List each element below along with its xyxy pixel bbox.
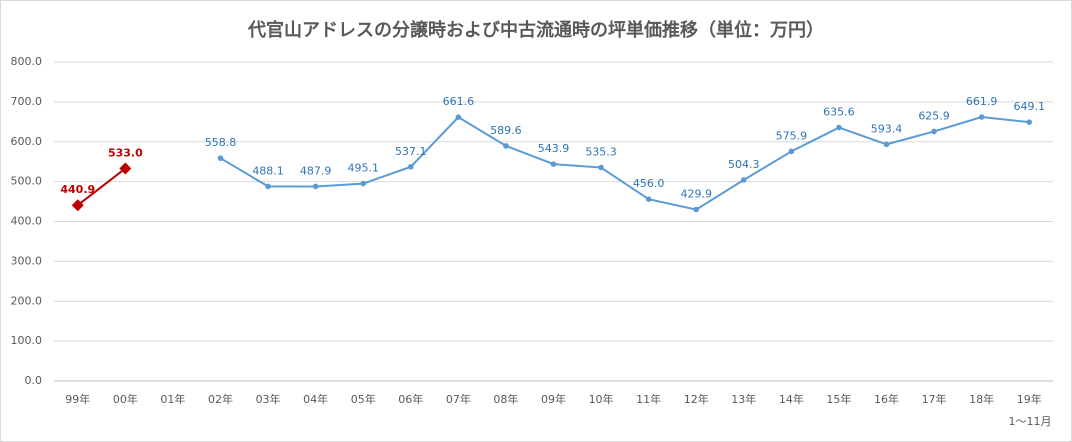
x-tick-label: 03年 xyxy=(256,392,281,406)
data-label: 661.9 xyxy=(966,95,998,108)
point xyxy=(360,180,367,187)
x-tick-label: 18年 xyxy=(969,392,994,406)
x-tick-label: 14年 xyxy=(779,392,804,406)
data-label: 589.6 xyxy=(490,124,522,137)
data-label: 488.1 xyxy=(252,164,284,177)
y-tick-label: 800.0 xyxy=(11,55,43,68)
x-tick-label: 01年 xyxy=(160,392,185,406)
y-tick-label: 400.0 xyxy=(11,215,43,228)
point xyxy=(931,128,937,135)
data-label: 504.3 xyxy=(728,158,760,171)
data-label: 558.8 xyxy=(205,136,237,149)
chart-title: 代官山アドレスの分譲時および中古流通時の坪単価推移（単位：万円） xyxy=(247,19,824,41)
point xyxy=(455,114,462,120)
point xyxy=(788,148,795,155)
y-tick-label: 200.0 xyxy=(11,294,43,307)
point xyxy=(645,196,652,202)
point xyxy=(217,155,224,161)
x-tick-label: 02年 xyxy=(208,392,233,406)
data-label: 535.3 xyxy=(585,146,617,159)
point xyxy=(693,206,700,213)
point xyxy=(836,124,842,131)
y-tick-label: 300.0 xyxy=(11,254,43,267)
x-tick-label: 00年 xyxy=(113,392,138,406)
data-label: 487.9 xyxy=(300,164,332,177)
x-tick-label: 13年 xyxy=(731,392,756,406)
data-label: 440.9 xyxy=(60,183,95,196)
y-tick-label: 700.0 xyxy=(11,95,43,108)
point xyxy=(503,143,509,149)
x-tick-label: 16年 xyxy=(874,392,899,406)
x-tick-label: 09年 xyxy=(541,392,566,406)
data-label: 537.1 xyxy=(395,145,427,158)
series-line xyxy=(219,115,1030,211)
y-tick-label: 500.0 xyxy=(11,175,43,188)
point xyxy=(598,164,604,171)
point xyxy=(883,141,890,148)
data-label: 649.1 xyxy=(1013,100,1045,113)
series-line xyxy=(77,167,126,206)
data-label: 593.4 xyxy=(871,122,903,135)
annotation: 1〜11月 xyxy=(1009,415,1052,428)
data-label: 635.6 xyxy=(823,106,855,119)
point xyxy=(550,161,557,167)
x-tick-label: 05年 xyxy=(351,392,376,406)
x-tick-label: 99年 xyxy=(65,392,90,406)
point xyxy=(978,114,985,120)
x-tick-label: 12年 xyxy=(684,392,709,406)
x-tick-label: 06年 xyxy=(398,392,423,406)
x-tick-label: 15年 xyxy=(826,392,851,406)
data-label: 456.0 xyxy=(633,177,665,190)
x-tick-label: 08年 xyxy=(493,392,518,406)
y-tick-label: 600.0 xyxy=(11,135,43,148)
data-label: 661.6 xyxy=(443,95,475,108)
point xyxy=(265,183,271,190)
data-label: 625.9 xyxy=(918,109,950,122)
y-tick-label: 0.0 xyxy=(25,374,43,387)
x-tick-label: 17年 xyxy=(922,392,947,406)
point xyxy=(740,177,747,183)
x-tick-label: 07年 xyxy=(446,392,471,406)
y-tick-label: 100.0 xyxy=(11,334,43,347)
data-label: 429.9 xyxy=(680,188,712,201)
data-label: 543.9 xyxy=(538,142,570,155)
point xyxy=(407,164,414,170)
point xyxy=(119,162,132,175)
x-tick-label: 19年 xyxy=(1017,392,1042,406)
data-label: 533.0 xyxy=(108,146,143,159)
x-tick-label: 04年 xyxy=(303,392,328,406)
data-label: 575.9 xyxy=(776,129,808,142)
point xyxy=(312,183,319,190)
point xyxy=(1026,119,1033,125)
point xyxy=(71,199,84,212)
data-label: 495.1 xyxy=(347,162,379,175)
x-tick-label: 11年 xyxy=(636,392,661,406)
x-tick-label: 10年 xyxy=(589,392,614,406)
